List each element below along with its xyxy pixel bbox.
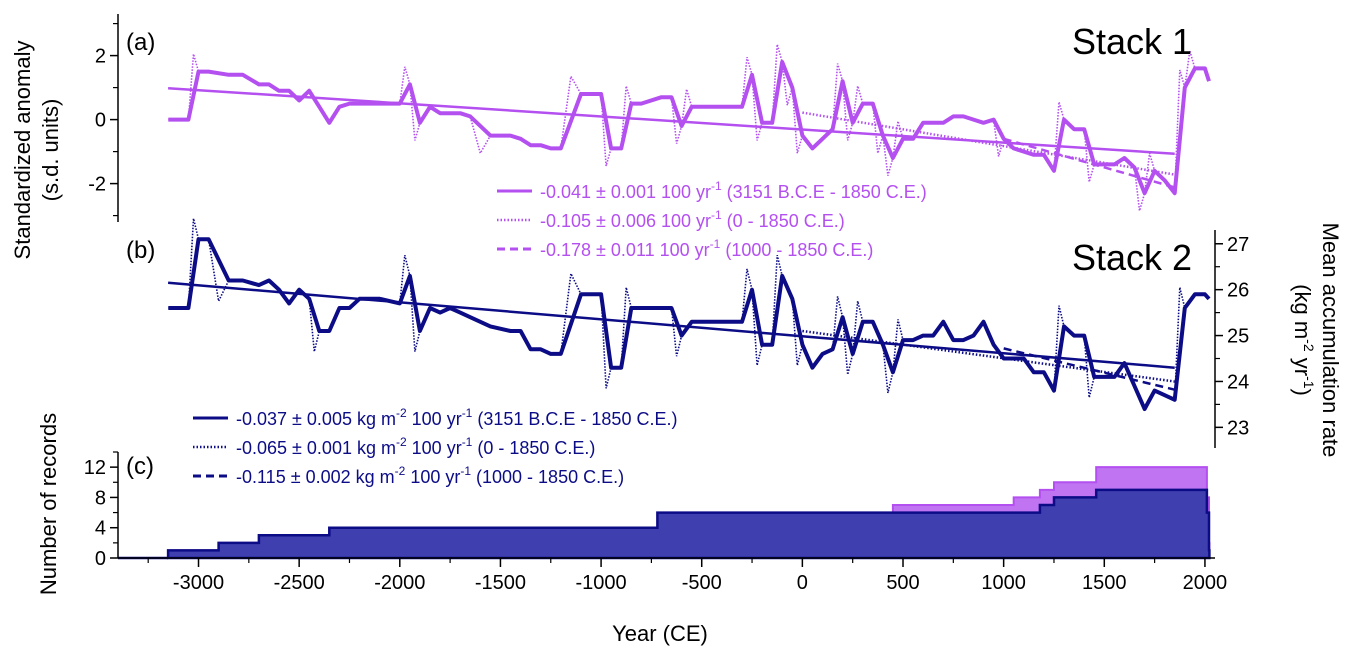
stack2-accumulation-line: [168, 237, 1211, 411]
legend-a: -0.041 ± 0.001 100 yr-1 (3151 B.C.E - 18…: [497, 179, 927, 260]
panel-c-ytick-label: 12: [84, 457, 106, 479]
x-tick-label: 1500: [1082, 572, 1127, 594]
x-tick-label: -500: [682, 572, 722, 594]
x-tick-label: 500: [886, 572, 919, 594]
x-axis-label: Year (CE): [612, 621, 708, 646]
stack1-trend-3151bce-1850: [168, 86, 1175, 156]
legend-a-solid-text: -0.041 ± 0.001 100 yr-1 (3151 B.C.E - 18…: [540, 179, 927, 202]
x-tick-label: 2000: [1183, 572, 1228, 594]
legend-b-dashed-text: -0.115 ± 0.002 kg m-2 100 yr-1 (1000 - 1…: [236, 464, 624, 487]
panel-a-label: (a): [126, 29, 155, 56]
panel-a-ytick-label: -2: [88, 174, 106, 196]
legend-b: -0.037 ± 0.005 kg m-2 100 yr-1 (3151 B.C…: [193, 406, 677, 487]
panel-b: 23 24 25 26 27: [167, 218, 1249, 448]
panel-b-ytick-label: 24: [1227, 371, 1249, 393]
legend-b-solid-text: -0.037 ± 0.005 kg m-2 100 yr-1 (3151 B.C…: [236, 406, 677, 429]
panel-a-ylabel-line2: (s.d. units): [38, 99, 63, 202]
panel-a-ytick-label: 0: [95, 110, 106, 132]
panel-b-ytick-label: 25: [1227, 326, 1249, 348]
stack2-trend-1000-1850: [1003, 347, 1175, 391]
panel-b-ytick-label: 26: [1227, 280, 1249, 302]
panel-c-ytick-label: 8: [95, 487, 106, 509]
legend-b-dotted-text: -0.065 ± 0.001 kg m-2 100 yr-1 (0 - 1850…: [236, 435, 595, 458]
x-tick-label: -2000: [374, 572, 425, 594]
panel-c-ytick-label: 4: [95, 518, 106, 540]
panel-c-ytick-label: 0: [95, 548, 106, 570]
x-tick-label: -1500: [475, 572, 526, 594]
stack2-trend-0-1850: [802, 329, 1175, 383]
panel-c-label: (c): [126, 453, 154, 480]
x-tick-label: 1000: [981, 572, 1026, 594]
x-tick-label: -1000: [576, 572, 627, 594]
panel-c: 0 4 8 12 -3000 -2500 -2000 -1500 -1000 -500 0 500 10…: [84, 451, 1228, 594]
stack2-records-area: [166, 488, 1211, 560]
panel-b-ytick-label: 23: [1227, 417, 1249, 439]
panel-a: -2 0 2: [88, 14, 1211, 222]
panel-c-ylabel: Number of records: [36, 413, 61, 595]
panel-b-ylabel-right-line1: Mean accumulation rate: [1318, 223, 1343, 458]
x-tick-label: -2500: [274, 572, 325, 594]
legend-a-dashed-text: -0.178 ± 0.011 100 yr-1 (1000 - 1850 C.E…: [540, 237, 873, 260]
panel-a-title: Stack 1: [1072, 21, 1192, 62]
x-tick-label: -3000: [173, 572, 224, 594]
stack1-anomaly-line: [168, 60, 1211, 196]
panel-b-ytick-label: 27: [1227, 234, 1249, 256]
panel-b-label: (b): [126, 237, 155, 264]
stack2-trend-3151bce-1850: [167, 281, 1175, 369]
panel-b-ylabel-right-line2: (kg m-2 yr-1): [1290, 284, 1317, 396]
legend-a-dotted-text: -0.105 ± 0.006 100 yr-1 (0 - 1850 C.E.): [540, 208, 845, 231]
stack1-trend-1000-1850: [1003, 137, 1176, 189]
panel-b-title: Stack 2: [1072, 237, 1192, 278]
x-tick-label: 0: [797, 572, 808, 594]
panel-a-ytick-label: 2: [95, 46, 106, 68]
panel-a-ylabel-line1: Standardized anomaly: [10, 41, 35, 260]
